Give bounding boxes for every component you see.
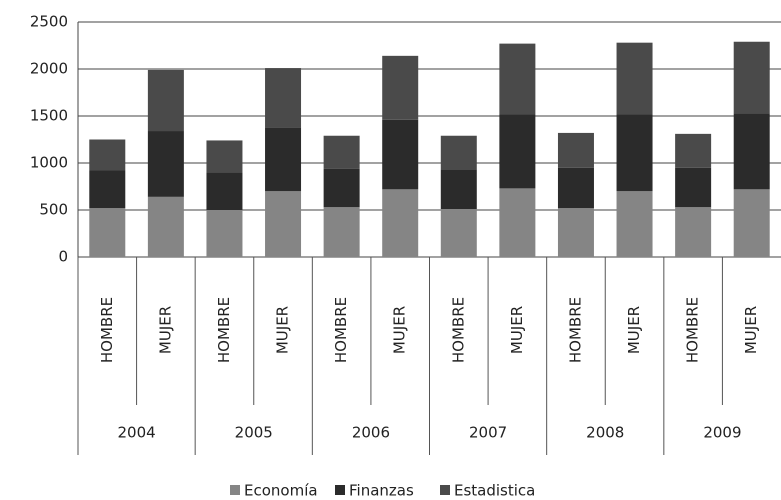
bar-segment: [440, 135, 477, 170]
group-label: 2006: [352, 424, 390, 442]
bar-segment: [382, 55, 419, 120]
group-label: 2004: [117, 424, 155, 442]
y-tick-label: 500: [39, 201, 68, 219]
bar-segment: [382, 189, 419, 257]
x-tick-label: MUJER: [625, 306, 643, 354]
bar-segment: [733, 41, 770, 114]
x-tick-label: MUJER: [742, 306, 760, 354]
x-tick-label: MUJER: [508, 306, 526, 354]
bar-segment: [499, 114, 536, 189]
bar-segment: [147, 131, 184, 197]
legend-label: Estadistica: [454, 482, 535, 500]
bar-segment: [440, 209, 477, 257]
bar-segment: [265, 191, 302, 257]
bar-segment: [616, 42, 653, 115]
bar-segment: [89, 208, 126, 257]
bar-segment: [440, 169, 477, 210]
bar-segment: [557, 208, 594, 257]
group-label: 2009: [703, 424, 741, 442]
legend-label: Finanzas: [349, 482, 414, 500]
bar-segment: [557, 167, 594, 209]
bar-segment: [147, 69, 184, 132]
bar-segment: [733, 113, 770, 190]
bar-segment: [675, 133, 712, 168]
bar-segment: [265, 68, 302, 128]
legend-swatch: [335, 485, 345, 495]
legend-swatch: [230, 485, 240, 495]
group-label: 2005: [235, 424, 273, 442]
x-tick-label: HOMBRE: [566, 297, 584, 363]
bar-segment: [616, 114, 653, 192]
bar-segment: [616, 191, 653, 257]
y-tick-label: 1500: [30, 107, 68, 125]
x-tick-label: HOMBRE: [332, 297, 350, 363]
group-label: 2007: [469, 424, 507, 442]
bar-segment: [323, 135, 360, 169]
bar-segment: [89, 139, 126, 171]
x-tick-label: MUJER: [391, 306, 409, 354]
group-label: 2008: [586, 424, 624, 442]
bar-segment: [499, 43, 536, 115]
x-tick-label: MUJER: [156, 306, 174, 354]
bar-segment: [206, 140, 243, 173]
x-tick-label: MUJER: [274, 306, 292, 354]
y-tick-label: 1000: [30, 154, 68, 172]
bar-segment: [675, 207, 712, 257]
legend-swatch: [440, 485, 450, 495]
bar-segment: [499, 188, 536, 257]
bar-segment: [206, 172, 243, 210]
bar-segment: [382, 119, 419, 190]
bar-segment: [206, 210, 243, 257]
x-tick-label: HOMBRE: [684, 297, 702, 363]
legend-label: Economía: [244, 482, 318, 500]
bar-segment: [147, 196, 184, 257]
bar-segment: [733, 189, 770, 257]
x-tick-label: HOMBRE: [215, 297, 233, 363]
x-tick-label: HOMBRE: [98, 297, 116, 363]
x-tick-label: HOMBRE: [449, 297, 467, 363]
y-tick-label: 0: [58, 248, 68, 266]
bar-segment: [323, 168, 360, 208]
y-tick-label: 2000: [30, 60, 68, 78]
bar-segment: [265, 127, 302, 192]
y-tick-label: 2500: [30, 13, 68, 31]
bar-segment: [323, 207, 360, 257]
bar-segment: [557, 132, 594, 168]
bar-segment: [89, 170, 126, 209]
bar-segment: [675, 167, 712, 208]
